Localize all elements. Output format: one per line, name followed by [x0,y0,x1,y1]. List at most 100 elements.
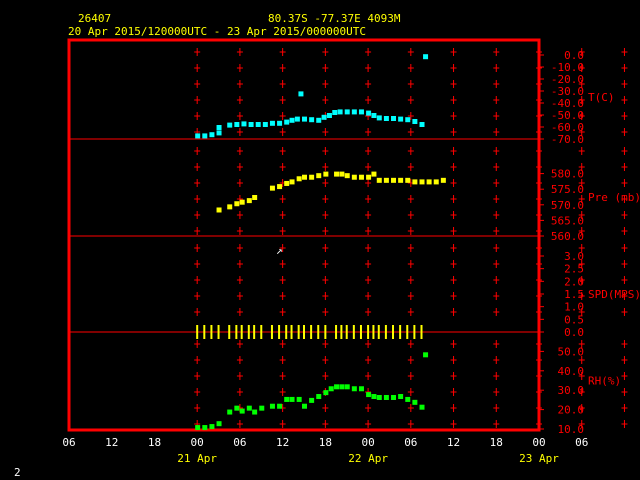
y-tick-label: 1.0 [564,301,584,314]
rh-point [302,403,307,409]
pressure-point [284,180,290,186]
pressure-point [376,177,382,183]
pressure-point [316,173,322,179]
temperature-point [255,122,261,127]
rh-point [351,386,357,392]
temperature-point [398,116,404,122]
y-tick-label: -70.0 [551,133,584,146]
rh-point [358,386,364,392]
x-tick-label: 00 [361,436,374,449]
x-tick-label: 06 [233,436,246,449]
temperature-point [309,117,315,123]
temperature-point [216,130,222,136]
plot-area: 0.0-10.0-20.0-30.0-40.0-50.0-60.0-70.0T(… [62,38,640,465]
panel-label-pressure: Pre (mb) [588,191,640,204]
rh-point [277,403,283,409]
time-range: 20 Apr 2015/120000UTC - 23 Apr 2015/0000… [68,25,366,38]
rh-point [371,394,377,400]
station-id: 26407 [78,12,111,25]
pressure-point [391,177,397,183]
temperature-point [383,116,389,121]
temperature-point [202,133,208,139]
rh-point [344,384,350,390]
y-tick-label: 0.0 [564,49,584,62]
y-tick-label: -50.0 [551,109,584,122]
wind-arrow-label: ↗ [276,244,283,257]
pressure-point [334,171,340,177]
rh-point [239,408,245,414]
temperature-point [423,54,429,60]
rh-point [366,392,372,398]
pressure-point [383,177,389,183]
x-tick-label: 12 [276,436,289,449]
y-tick-label: 30.0 [558,384,585,397]
temperature-point [227,122,233,128]
pressure-point [433,179,439,185]
x-tick-label: 06 [404,436,417,449]
temperature-point [344,109,350,115]
panel-label-rh: RH(%) [588,375,621,388]
temperature-point [269,120,275,126]
x-tick-label: 00 [532,436,545,449]
rh-point [296,396,302,402]
temperature-point [337,109,343,115]
temperature-point [405,117,411,123]
y-tick-label: 3.0 [564,250,584,263]
y-tick-label: 0.5 [564,313,584,326]
pressure-point [246,198,252,204]
plot-frame [67,38,541,432]
pressure-point [426,179,432,185]
y-tick-label: 2.0 [564,275,584,288]
temperature-point [241,121,247,127]
temperature-point [316,117,322,123]
rh-point [391,394,397,400]
pressure-point [277,184,283,190]
temperature-point [326,113,332,118]
y-tick-label: -20.0 [551,73,584,86]
page-number: 2 [14,466,21,479]
panel-label-temperature: T(C) [588,91,615,104]
y-tick-label: -30.0 [551,85,584,98]
pressure-point [309,174,315,180]
temperature-point [371,113,377,118]
x-tick-label: 06 [62,436,75,449]
temperature-point [262,122,268,127]
rh-point [309,397,315,403]
x-tick-label: 00 [191,436,204,449]
rh-point [209,424,215,430]
rh-point [284,396,290,402]
pressure-point [234,201,240,207]
pressure-point [366,174,372,180]
rh-point [323,390,329,396]
rh-point [246,405,252,411]
temperature-point [216,125,222,130]
pressure-point [302,174,307,180]
rh-point [316,394,322,400]
rh-point [269,403,275,409]
y-tick-label: 20.0 [558,404,585,417]
y-tick-label: 10.0 [558,423,585,436]
pressure-point [358,174,364,180]
temperature-point [234,122,240,127]
x-tick-label: 12 [105,436,118,449]
temperature-point [277,120,283,126]
temperature-point [376,115,382,121]
panel-label-wind: SPD(MPS) [588,288,640,301]
x-tick-label: 18 [490,436,503,449]
rh-point [412,399,418,405]
pressure-point [339,171,345,177]
temperature-point [209,132,215,138]
rh-point [419,404,425,410]
pressure-point [351,174,357,180]
rh-point [405,396,411,402]
y-tick-label: -60.0 [551,121,584,134]
rh-point [227,409,233,415]
pressure-point [227,204,233,210]
y-tick-label: -10.0 [551,61,584,74]
pressure-point [323,171,329,177]
rh-point [259,405,265,411]
pressure-point [296,176,302,182]
temperature-point [248,122,254,127]
x-date-label: 23 Apr [519,452,559,465]
y-tick-label: 2.5 [564,263,584,276]
